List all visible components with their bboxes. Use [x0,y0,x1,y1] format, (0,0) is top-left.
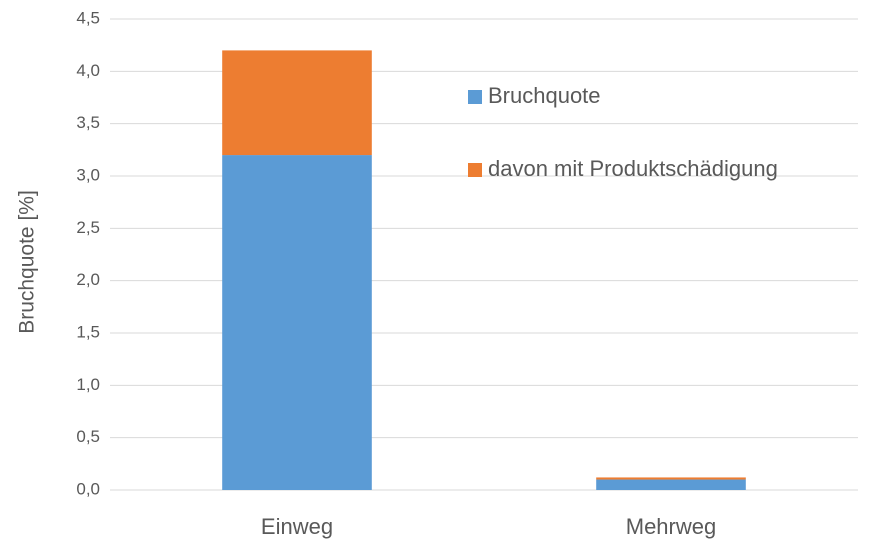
y-axis-title: Bruchquote [%] [16,190,39,334]
bar-segment [222,50,372,156]
y-tick-label: 3,5 [76,113,100,132]
y-tick-label: 4,0 [76,61,100,80]
y-tick-label: 4,5 [76,8,100,27]
legend-swatch [468,163,482,177]
x-tick-label: Mehrweg [626,514,716,539]
y-tick-label: 2,5 [76,218,100,237]
legend-swatch [468,90,482,104]
bar-segment [596,477,746,480]
x-tick-label: Einweg [261,514,333,539]
y-tick-label: 0,0 [76,479,100,498]
y-tick-label: 1,0 [76,375,100,394]
legend-label: Bruchquote [488,83,601,108]
y-tick-label: 2,0 [76,270,100,289]
y-tick-label: 3,0 [76,165,100,184]
legend-label: davon mit Produktschädigung [488,156,778,181]
bar-segment [596,479,746,490]
y-tick-label: 1,5 [76,322,100,341]
bar-segment [222,155,372,491]
y-tick-label: 0,5 [76,427,100,446]
